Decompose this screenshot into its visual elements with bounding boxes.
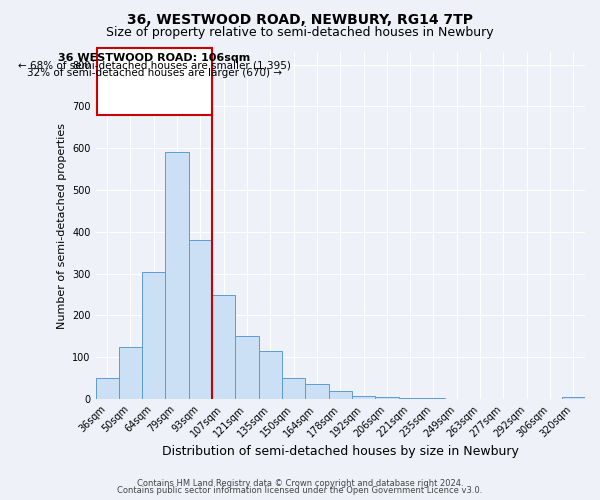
Bar [189, 240, 212, 399]
Bar [142, 272, 166, 399]
Bar [305, 384, 329, 399]
Text: Contains HM Land Registry data © Crown copyright and database right 2024.: Contains HM Land Registry data © Crown c… [137, 478, 463, 488]
Bar [259, 351, 282, 399]
FancyBboxPatch shape [97, 48, 212, 115]
X-axis label: Distribution of semi-detached houses by size in Newbury: Distribution of semi-detached houses by … [162, 444, 519, 458]
Text: Size of property relative to semi-detached houses in Newbury: Size of property relative to semi-detach… [106, 26, 494, 39]
Bar [562, 397, 585, 399]
Bar [235, 336, 259, 399]
Bar [166, 152, 189, 399]
Bar [95, 378, 119, 399]
Text: 32% of semi-detached houses are larger (670) →: 32% of semi-detached houses are larger (… [27, 68, 282, 78]
Text: Contains public sector information licensed under the Open Government Licence v3: Contains public sector information licen… [118, 486, 482, 495]
Text: 36 WESTWOOD ROAD: 106sqm: 36 WESTWOOD ROAD: 106sqm [58, 53, 251, 63]
Bar [398, 398, 422, 399]
Bar [329, 390, 352, 399]
Bar [375, 397, 398, 399]
Text: 36, WESTWOOD ROAD, NEWBURY, RG14 7TP: 36, WESTWOOD ROAD, NEWBURY, RG14 7TP [127, 12, 473, 26]
Text: ← 68% of semi-detached houses are smaller (1,395): ← 68% of semi-detached houses are smalle… [18, 60, 291, 70]
Bar [212, 294, 235, 399]
Bar [119, 347, 142, 399]
Bar [282, 378, 305, 399]
Y-axis label: Number of semi-detached properties: Number of semi-detached properties [56, 122, 67, 328]
Bar [352, 396, 375, 399]
Bar [422, 398, 445, 399]
